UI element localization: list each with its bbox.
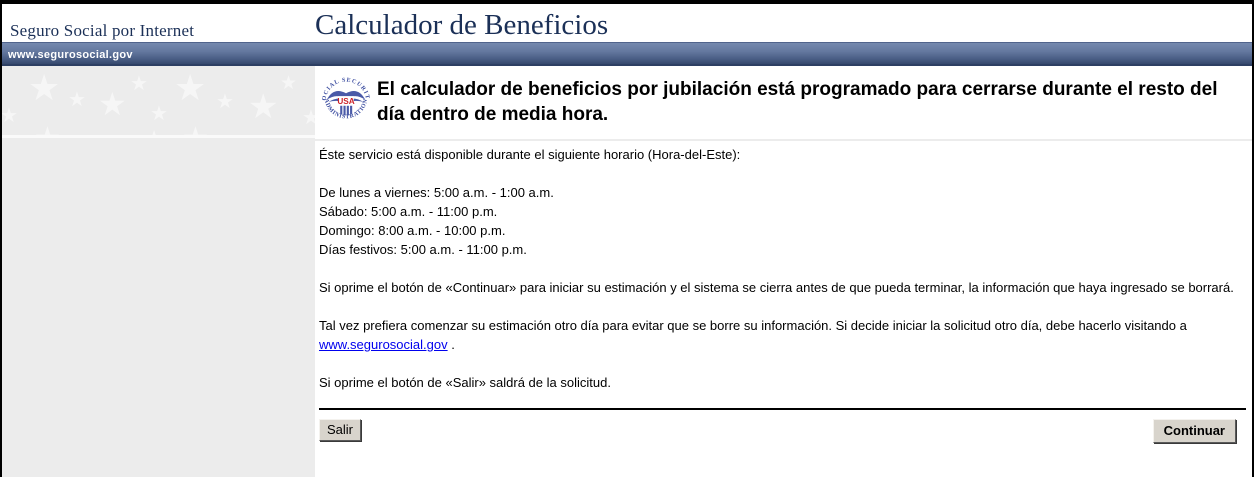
alert-heading: El calculador de beneficios por jubilaci… xyxy=(377,79,1218,125)
schedule-weekdays: De lunes a viernes: 5:00 a.m. - 1:00 a.m… xyxy=(319,185,554,200)
schedule-sunday: Domingo: 8:00 a.m. - 10:00 p.m. xyxy=(319,223,506,238)
top-black-bar xyxy=(2,0,1252,4)
url-bar-text: www.segurosocial.gov xyxy=(8,49,133,61)
segurosocial-link[interactable]: www.segurosocial.gov xyxy=(319,337,448,352)
star-icon xyxy=(130,74,148,94)
other-day-paragraph: Tal vez prefiera comenzar su estimación … xyxy=(319,316,1239,354)
exit-button[interactable]: Salir xyxy=(319,419,362,441)
site-title: Seguro Social por Internet xyxy=(10,21,195,40)
star-icon xyxy=(248,90,278,124)
schedule-saturday: Sábado: 5:00 a.m. - 11:00 p.m. xyxy=(319,204,498,219)
star-icon xyxy=(280,74,297,93)
content-area: Éste servicio está disponible durante el… xyxy=(315,141,1252,443)
star-icon xyxy=(150,104,168,124)
star-icon xyxy=(2,106,18,126)
page-title: Calculador de Beneficios xyxy=(315,9,609,41)
page-body: SOCIAL SECURITY ADMINISTRATION USA xyxy=(2,66,1252,477)
divider-rule xyxy=(319,408,1246,410)
star-icon xyxy=(68,90,86,110)
star-icon xyxy=(182,124,209,135)
alert-band: SOCIAL SECURITY ADMINISTRATION USA xyxy=(315,66,1252,141)
star-icon xyxy=(174,70,206,106)
exit-info-paragraph: Si oprime el botón de «Salir» saldrá de … xyxy=(319,375,611,390)
star-icon xyxy=(302,108,315,128)
schedule-holidays: Días festivos: 5:00 a.m. - 11:00 p.m. xyxy=(319,242,527,257)
continue-button[interactable]: Continuar xyxy=(1152,419,1236,443)
star-icon xyxy=(146,128,162,135)
svg-text:USA: USA xyxy=(337,97,354,106)
star-icon xyxy=(34,124,61,135)
other-day-text-before: Tal vez prefiera comenzar su estimación … xyxy=(319,318,1187,333)
continue-warning-paragraph: Si oprime el botón de «Continuar» para i… xyxy=(319,280,1234,295)
main-content: SOCIAL SECURITY ADMINISTRATION USA xyxy=(315,66,1252,477)
page-header: Seguro Social por Internet Calculador de… xyxy=(2,4,1252,42)
other-day-text-after: . xyxy=(447,337,455,352)
url-bar: www.segurosocial.gov xyxy=(2,42,1252,66)
star-icon xyxy=(216,92,234,112)
ssa-seal-icon: SOCIAL SECURITY ADMINISTRATION USA xyxy=(317,70,375,128)
sidebar xyxy=(2,66,315,477)
button-row: Salir Continuar xyxy=(319,419,1248,443)
star-icon xyxy=(28,70,60,106)
star-pattern-band xyxy=(2,66,315,138)
hours-schedule: De lunes a viernes: 5:00 a.m. - 1:00 a.m… xyxy=(319,183,1248,259)
hours-intro: Éste servicio está disponible durante el… xyxy=(319,147,741,162)
star-icon xyxy=(98,88,127,120)
